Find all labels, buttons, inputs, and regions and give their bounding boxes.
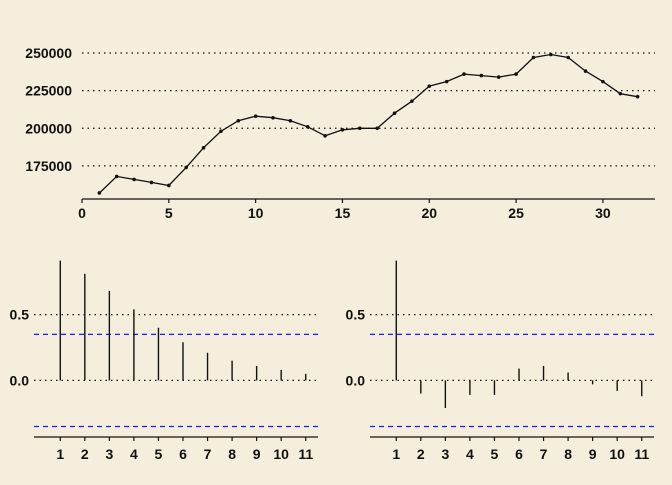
data-point [410,99,414,103]
data-point [340,127,345,132]
data-point [271,115,275,120]
x-tick-label: 9 [253,446,261,462]
x-tick-label: 4 [466,446,474,462]
x-tick-label: 20 [421,205,437,221]
data-point [635,94,640,99]
y-tick-label: 0.5 [346,307,366,323]
data-point [601,79,605,84]
data-point [618,91,623,96]
x-tick-label: 6 [179,446,187,462]
data-point [132,177,136,182]
x-tick-label: 8 [228,446,236,462]
x-tick-label: 5 [165,205,173,221]
data-point [531,55,536,60]
data-point [323,133,327,138]
y-tick-label: 0.0 [10,372,30,388]
x-tick-label: 1 [56,446,64,462]
x-tick-label: 2 [81,446,89,462]
x-tick-label: 11 [634,446,649,462]
x-tick-label: 10 [248,205,264,221]
data-point [566,55,570,60]
data-point [514,72,518,76]
data-point [236,118,241,123]
x-tick-label: 10 [273,446,289,462]
time-series-panel: 175000 200000 225000 250000 0 5 10 15 20 25 30 [25,45,655,221]
data-point [392,111,397,116]
data-point [305,124,310,129]
data-point [496,75,501,79]
x-tick-label: 3 [441,446,449,462]
data-point [583,69,588,73]
data-point [288,118,293,123]
data-point [444,79,449,84]
x-tick-label: 25 [508,205,524,221]
y-tick-label: 0.5 [10,307,30,323]
x-tick-label: 2 [417,446,425,462]
x-tick-label: 5 [491,446,499,462]
x-tick-label: 7 [204,446,212,462]
x-tick-label: 9 [589,446,597,462]
series-line [98,53,638,194]
data-point [201,146,206,150]
data-point [462,72,466,76]
x-tick-label: 8 [564,446,572,462]
data-point [358,126,362,131]
data-point [114,174,119,179]
data-point [149,180,154,185]
pacf-panel: 0.0 0.5 1 2 3 4 5 6 7 8 9 10 11 [346,260,654,462]
y-tick-label: 0.0 [346,372,366,388]
x-tick-label: 5 [155,446,163,462]
x-tick-label: 11 [298,446,313,462]
y-tick-label: 175000 [25,158,72,174]
y-tick-label: 200000 [25,120,72,136]
data-point [167,183,171,188]
x-tick-label: 1 [392,446,400,462]
x-tick-label: 3 [105,446,113,462]
data-point [97,191,102,195]
x-tick-label: 6 [515,446,523,462]
x-tick-label: 10 [609,446,625,462]
x-tick-label: 15 [335,205,351,221]
y-tick-label: 250000 [25,45,72,61]
data-point [253,114,258,119]
data-point [184,165,188,170]
x-tick-label: 4 [130,446,138,462]
x-tick-label: 0 [78,205,86,221]
x-tick-label: 30 [595,205,611,221]
data-point [479,73,484,78]
acf-panel: 0.0 0.5 1 2 3 4 5 6 7 8 9 10 11 [10,260,318,462]
y-tick-label: 225000 [25,83,72,99]
data-point [427,84,432,88]
data-point [219,129,223,134]
data-point [375,126,379,131]
x-tick-label: 7 [540,446,548,462]
data-point [549,52,553,57]
